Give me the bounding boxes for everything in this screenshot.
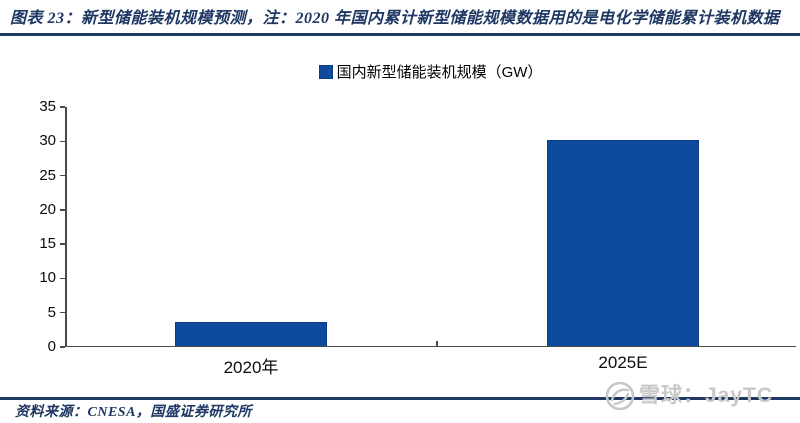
y-tick-mark (60, 346, 65, 348)
y-tick-label: 15 (39, 235, 56, 253)
legend-marker-square (318, 64, 333, 79)
x-tick-label-2020: 2020年 (223, 358, 279, 377)
x-tick-label-2025e: 2025E (598, 353, 648, 372)
y-tick-label: 35 (39, 98, 56, 115)
y-tick-mark (60, 277, 65, 280)
y-axis (65, 107, 67, 347)
x-axis (65, 345, 796, 347)
y-tick-mark (60, 140, 65, 143)
plot-area (60, 106, 796, 348)
y-tick-label: 0 (47, 338, 56, 355)
y-tick-mark (60, 174, 65, 177)
bar-2020 (175, 322, 327, 346)
y-tick-mark (60, 106, 65, 108)
bottom-divider-rule (0, 397, 800, 400)
y-tick-mark (60, 209, 65, 211)
x-axis-category-tick (436, 340, 438, 346)
bar-2025e (547, 139, 699, 346)
xueqiu-snowball-icon (605, 381, 635, 411)
source-note: 资料来源：CNESA，国盛证券研究所 (15, 405, 252, 420)
y-tick-label: 10 (39, 269, 56, 287)
figure-title: 图表 23：新型储能装机规模预测，注：2020 年国内累计新型储能规模数据用的是… (10, 10, 780, 27)
legend-label: 国内新型储能装机规模（GW） (336, 64, 543, 81)
watermark-text: 雪球：JayTC (639, 384, 774, 407)
y-tick-label: 25 (39, 166, 56, 184)
chart-legend: 国内新型储能装机规模（GW） (65, 61, 796, 82)
watermark: 雪球：JayTC (604, 380, 773, 412)
y-tick-label: 30 (39, 132, 56, 150)
y-axis-labels: 0 5 10 15 20 25 30 35 (0, 98, 56, 355)
y-tick-mark (60, 311, 65, 314)
top-divider-rule (0, 33, 800, 36)
y-tick-mark (60, 243, 65, 245)
y-tick-label: 5 (47, 303, 56, 321)
y-tick-label: 20 (39, 200, 56, 218)
